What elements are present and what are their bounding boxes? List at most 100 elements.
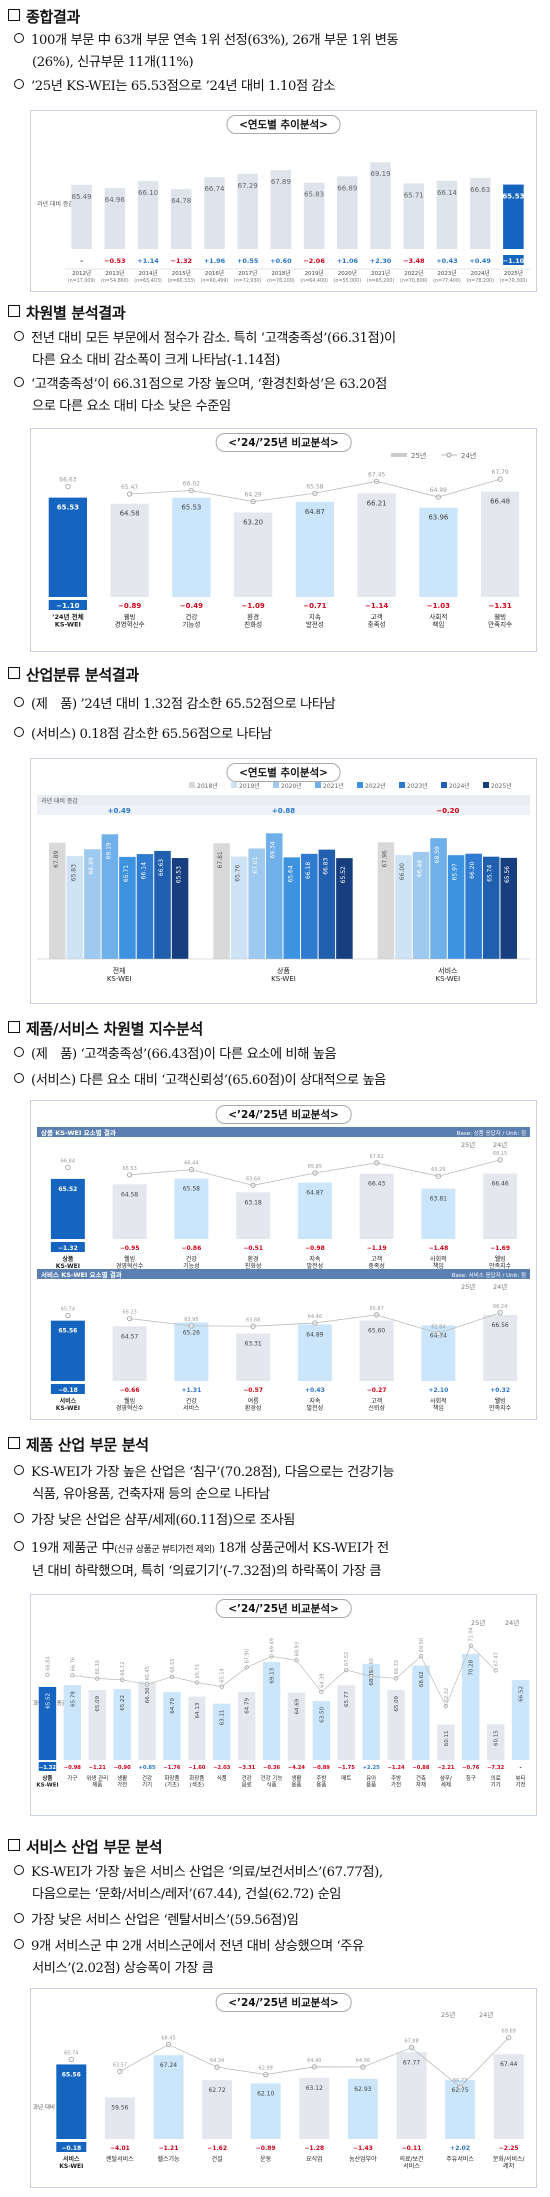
prev-year-point: [65, 1164, 71, 1170]
category-label: 웰빙 경영혁신수: [116, 1397, 144, 1412]
chart-title: <’24/’25년 비교분석>: [215, 1599, 352, 1618]
bullet-text: (서비스) 다른 요소 대비 ‘고객신뢰성’(65.60점)이 상대적으로 높음: [31, 1073, 386, 1088]
change-label: +0.55: [237, 257, 259, 265]
bar-2: [174, 1178, 209, 1239]
circle-bullet-icon: [14, 697, 24, 707]
change-label: −1.21: [159, 2145, 179, 2152]
bullet-item: 19개 제품군 中(신규 상품군 뷰티가전 제외) 18개 상품군에서 KS-W…: [14, 1538, 544, 1583]
legend-label: 2018년: [197, 782, 218, 790]
category-label: 건강 서비스: [183, 1397, 200, 1412]
prev-year-point: [65, 1313, 71, 1319]
bar-value-label: 65.83: [70, 864, 77, 881]
legend-25-label: 25년: [471, 1618, 485, 1627]
prev-year-label: 64.46: [308, 1314, 322, 1320]
category-label: 화장품 (기초): [164, 1775, 179, 1789]
change-label: +1.96: [204, 257, 226, 265]
category-label: 요식업: [306, 2155, 323, 2163]
change-label: −1.03: [427, 602, 450, 610]
bar-2022년: [403, 183, 425, 249]
legend-25-label: 25년: [461, 1140, 475, 1149]
year-label: 2015년: [172, 269, 191, 277]
legend-swatch: [441, 782, 447, 788]
change-highlight: [38, 1762, 57, 1771]
dimension-compare-chart: 25년 24년 65.53 66.63 −1.10 ’24년 전체 KS-WEI 64.58 6…: [48, 451, 520, 629]
year-label: 2012년: [72, 269, 91, 277]
change-label: −4.24: [288, 1765, 306, 1771]
bar-2019년: [66, 856, 84, 959]
bar-8: [237, 1692, 256, 1760]
bar-2012년: [71, 184, 92, 249]
side-label: 과년 대비 증감: [37, 200, 74, 208]
category-label: 유아 용품: [366, 1774, 376, 1789]
subpanel-header-serv: [37, 1269, 530, 1279]
category-label: 가구: [67, 1774, 77, 1782]
category-label: 지속 발전성: [307, 1397, 324, 1412]
bullet-item: KS-WEI가 가장 높은 서비스 산업은 ‘의료/보건서비스’(67.77점)…: [14, 1862, 544, 1906]
bar-3: [236, 1192, 271, 1239]
bar-17: [462, 1653, 480, 1760]
bar-2019년: [230, 856, 248, 959]
change-label: −1.32: [39, 1765, 57, 1771]
legend-label: 2025년: [491, 782, 512, 790]
bar-value-label: 65.97: [452, 863, 459, 880]
legend-swatch: [357, 782, 363, 788]
bar-7: [480, 491, 520, 597]
section-title-product-industry: 제품 산업 부문 분석: [8, 1434, 149, 1455]
change-label: −0.11: [402, 2145, 422, 2152]
change-label: −1.76: [163, 1765, 181, 1771]
category-label: 환경 친화성: [245, 1255, 262, 1270]
n-label: (n=65,403): [134, 278, 162, 284]
prev-year-label: 67.90: [245, 1649, 251, 1663]
bar-value-label: 62.93: [354, 2086, 371, 2093]
change-label: −1.24: [387, 1765, 405, 1771]
bar-0: [50, 1320, 85, 1381]
bar-value-label: 65.83: [304, 191, 324, 199]
group-change-label: +0.88: [272, 807, 295, 815]
year-label: 2025년: [504, 269, 523, 277]
bar-7: [483, 1173, 518, 1239]
circle-bullet-icon: [14, 1047, 24, 1057]
prev-year-label: 67.88: [404, 2039, 418, 2045]
bar-value-label: 65.76: [235, 864, 242, 881]
side-label: 과년 대비 증감: [33, 2103, 67, 2111]
change-label: −0.18: [61, 2145, 81, 2152]
prev-year-label: 63.88: [246, 1317, 260, 1323]
bar-value-label: 65.49: [72, 193, 92, 201]
n-label: (n=65,200): [367, 278, 395, 284]
bar-0: [48, 497, 88, 597]
bar-2025년: [503, 184, 524, 249]
bar-2018년: [270, 170, 292, 249]
square-bullet-icon: [8, 667, 20, 679]
bullet-text-cont: 서비스’(2.02점) 상승폭이 가장 큼: [32, 1961, 214, 1976]
circle-bullet-icon: [14, 377, 24, 387]
category-label: 주방 가전: [391, 1774, 401, 1789]
bar-value-label: 66.10: [138, 189, 158, 197]
bullet-text: (제 품) ’24년 대비 1.32점 감소한 65.52점으로 나타남: [31, 697, 336, 712]
bar-value-label: 66.89: [88, 857, 95, 874]
prev-year-label: 66.76: [70, 1657, 76, 1671]
change-label: -: [80, 257, 83, 265]
bar-value-label: 67.81: [217, 851, 224, 868]
change-label: −1.28: [304, 2145, 324, 2152]
bar-value-label: 64.96: [105, 196, 126, 204]
change-label: −2.03: [213, 1765, 231, 1771]
n-label: (n=76,200): [267, 278, 295, 284]
bar-value-label: 69.13: [270, 1667, 276, 1683]
chart-title: <’24/’25년 비교분석>: [215, 1993, 352, 2012]
category-label: 건축 자재: [416, 1774, 426, 1789]
change-highlight: [503, 255, 524, 265]
bar-6: [419, 507, 458, 597]
subpanel-unit: Base: 상품 응답자 / Unit: 점: [457, 1129, 526, 1137]
legend-24-label: 24년: [493, 1282, 507, 1291]
bar-value-label: 59.56: [111, 2104, 128, 2111]
change-label: +1.14: [137, 257, 159, 265]
bar-2021년: [370, 162, 391, 249]
change-label: +1.31: [181, 1387, 201, 1394]
square-bullet-icon: [8, 9, 20, 21]
change-label: +2.30: [370, 257, 392, 265]
bar-2025년: [171, 858, 189, 959]
bullet-text: (서비스) 0.18점 감소한 65.56점으로 나타남: [31, 727, 272, 742]
subpanel-title: 서비스 KS-WEI 요소별 결과: [41, 1270, 122, 1279]
bar-2017년: [237, 173, 258, 249]
